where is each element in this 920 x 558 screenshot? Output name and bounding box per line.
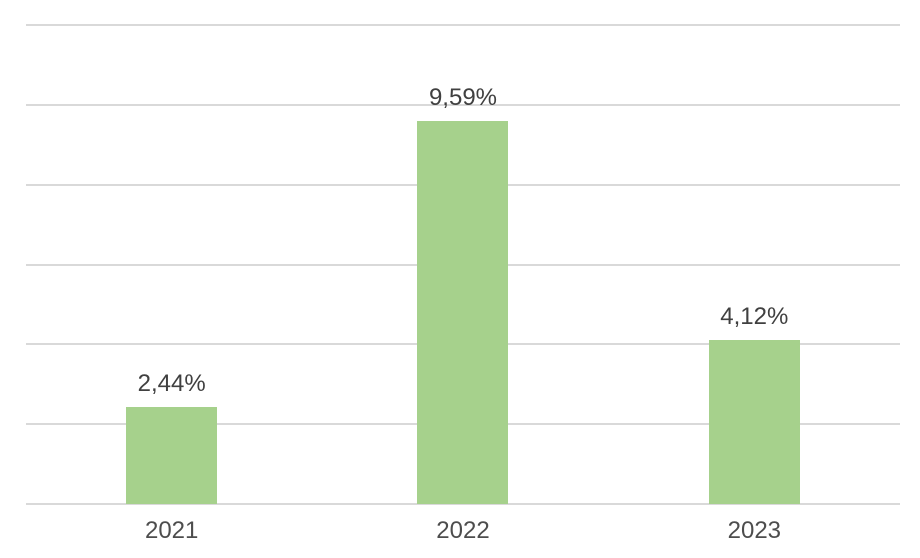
x-axis-label-2022: 2022 [436,517,490,544]
data-label-2021: 2,44% [137,369,206,397]
x-axis: 2021 2022 2023 [26,506,900,558]
bar-2021 [126,406,218,504]
bar-group-2023: 4,12% [609,25,900,504]
data-label-2022: 9,59% [428,84,498,112]
gridline [26,103,900,106]
data-label-2023: 4,12% [720,302,789,330]
gridline [26,24,900,26]
bar-2022 [417,121,509,504]
bar-group-2022: 9,59% [317,25,608,504]
bar-2023 [708,339,800,504]
x-axis-label-2021: 2021 [144,517,199,544]
bar-group-2021: 2,44% [26,25,317,504]
x-axis-label-2023: 2023 [727,517,782,544]
gridline [26,503,900,505]
plot-area: 2,44% 9,59% 4,12% [26,24,900,505]
